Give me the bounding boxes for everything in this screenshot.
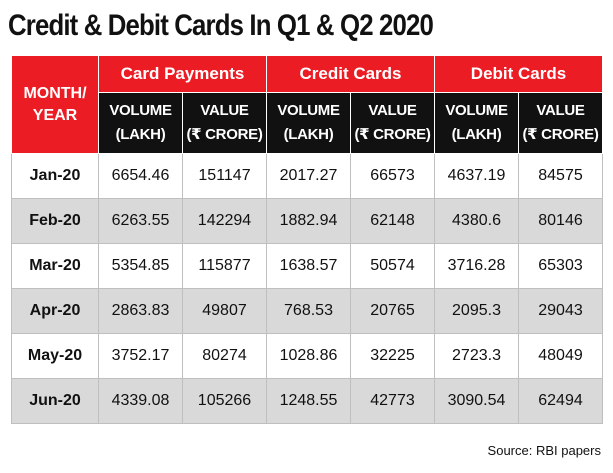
column-subheader: VOLUME (LAKH)	[98, 92, 183, 154]
column-subheader-line1: VALUE	[536, 102, 585, 119]
value-cell: 105266	[182, 378, 267, 424]
value-cell: 80146	[517, 198, 604, 244]
value-cell: 4380.6	[434, 198, 519, 244]
table-row: Feb-20 6263.55 142294 1882.94 62148 4380.6 801…	[11, 198, 604, 244]
value-cell: 6654.46	[98, 153, 183, 199]
table-row: Mar-20 5354.85 115877 1638.57 50574 3716.28 65…	[11, 243, 604, 289]
group-header-card-payments: Card Payments	[98, 55, 267, 93]
value-cell: 142294	[182, 198, 267, 244]
value-cell: 48049	[517, 333, 604, 379]
data-table: MONTH/ YEAR Card Payments Credit Cards D…	[11, 55, 604, 424]
value-cell: 42773	[350, 378, 435, 424]
table-row: Apr-20 2863.83 49807 768.53 20765 2095.3 29043	[11, 288, 604, 334]
value-cell: 62494	[517, 378, 604, 424]
value-cell: 1028.86	[266, 333, 351, 379]
value-cell: 768.53	[266, 288, 351, 334]
value-cell: 65303	[517, 243, 604, 289]
value-cell: 1248.55	[266, 378, 351, 424]
value-cell: 4339.08	[98, 378, 183, 424]
value-cell: 80274	[182, 333, 267, 379]
column-subheader-line2: (₹ CRORE)	[354, 126, 431, 143]
value-cell: 115877	[182, 243, 267, 289]
column-subheader: VALUE (₹ CRORE)	[350, 92, 435, 154]
table-row: Jan-20 6654.46 151147 2017.27 66573 4637.19 84…	[11, 153, 604, 199]
value-cell: 84575	[517, 153, 604, 199]
value-cell: 32225	[350, 333, 435, 379]
column-subheader: VALUE (₹ CRORE)	[517, 92, 604, 154]
source-note: Source: RBI papers	[487, 443, 601, 458]
column-subheader: VOLUME (LAKH)	[434, 92, 519, 154]
column-subheader: VALUE (₹ CRORE)	[182, 92, 267, 154]
value-cell: 62148	[350, 198, 435, 244]
table-row: Jun-20 4339.08 105266 1248.55 42773 3090.54 62…	[11, 378, 604, 424]
value-cell: 3752.17	[98, 333, 183, 379]
column-subheader-line2: (₹ CRORE)	[522, 126, 599, 143]
value-cell: 1882.94	[266, 198, 351, 244]
value-cell: 3090.54	[434, 378, 519, 424]
column-subheader: VOLUME (LAKH)	[266, 92, 351, 154]
month-cell: Apr-20	[11, 288, 99, 334]
chart-title: Credit & Debit Cards In Q1 & Q2 2020	[8, 9, 434, 42]
value-cell: 5354.85	[98, 243, 183, 289]
value-cell: 50574	[350, 243, 435, 289]
value-cell: 20765	[350, 288, 435, 334]
value-cell: 4637.19	[434, 153, 519, 199]
month-cell: Jun-20	[11, 378, 99, 424]
month-cell: Jan-20	[11, 153, 99, 199]
value-cell: 29043	[517, 288, 604, 334]
month-cell: May-20	[11, 333, 99, 379]
column-subheader-line2: (LAKH)	[283, 126, 334, 143]
column-subheader-line1: VALUE	[368, 102, 417, 119]
value-cell: 66573	[350, 153, 435, 199]
column-subheader-line1: VOLUME	[445, 102, 508, 119]
column-subheader-line2: (₹ CRORE)	[186, 126, 263, 143]
value-cell: 2863.83	[98, 288, 183, 334]
value-cell: 6263.55	[98, 198, 183, 244]
column-subheader-line1: VALUE	[200, 102, 249, 119]
value-cell: 1638.57	[266, 243, 351, 289]
value-cell: 3716.28	[434, 243, 519, 289]
row-header: MONTH/ YEAR	[11, 55, 99, 154]
value-cell: 49807	[182, 288, 267, 334]
column-subheader-line2: (LAKH)	[451, 126, 502, 143]
value-cell: 2723.3	[434, 333, 519, 379]
month-cell: Mar-20	[11, 243, 99, 289]
month-cell: Feb-20	[11, 198, 99, 244]
value-cell: 2017.27	[266, 153, 351, 199]
value-cell: 2095.3	[434, 288, 519, 334]
column-subheader-line1: VOLUME	[109, 102, 172, 119]
column-subheader-line2: (LAKH)	[115, 126, 166, 143]
group-header-debit-cards: Debit Cards	[433, 55, 604, 93]
table-row: May-20 3752.17 80274 1028.86 32225 2723.3 4804…	[11, 333, 604, 379]
row-header-line1: MONTH/	[23, 84, 87, 102]
row-header-line2: YEAR	[32, 106, 78, 124]
column-subheader-line1: VOLUME	[277, 102, 340, 119]
value-cell: 151147	[182, 153, 267, 199]
group-header-credit-cards: Credit Cards	[266, 55, 435, 93]
